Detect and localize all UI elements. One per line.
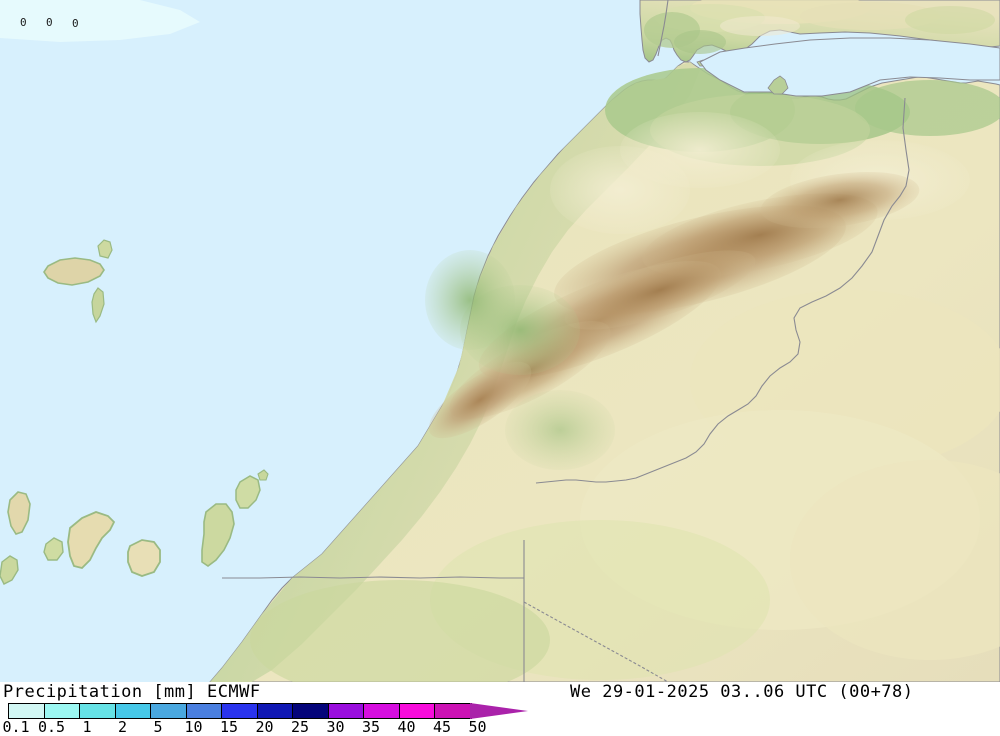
colorbar-cell-1-2[interactable] (80, 704, 116, 718)
colorbar-tick-25: 25 (290, 718, 310, 736)
colorbar-tick-15: 15 (219, 718, 239, 736)
colorbar-cell-10-15[interactable] (186, 704, 222, 718)
zero-marker-1: 0 (20, 16, 27, 29)
colorbar-cell-45-50[interactable] (435, 704, 471, 718)
colorbar-tick-20: 20 (255, 718, 274, 736)
colorbar-cell-25-30[interactable] (293, 704, 329, 718)
colorbar-tick-labels: 0.1 0.5 1 2 5 10 15 20 25 30 35 40 45 50 (0, 719, 540, 735)
terrain-map[interactable] (0, 0, 1000, 682)
colorbar-tick-2: 2 (117, 718, 128, 736)
colorbar-cell-15-20[interactable] (222, 704, 258, 718)
colorbar-overflow-arrow (470, 703, 528, 719)
colorbar-tick-5: 5 (153, 718, 163, 736)
colorbar-tick-50: 50 (468, 718, 487, 736)
colorbar-tick-10: 10 (184, 718, 203, 736)
precip-trace-patch (0, 0, 200, 42)
colorbar-tick-40: 40 (397, 718, 416, 736)
legend-title: Precipitation [mm] ECMWF (3, 682, 261, 702)
zero-marker-3: 0 (72, 17, 79, 30)
canary-islands (0, 469, 269, 585)
colorbar-tick-35: 35 (361, 718, 381, 736)
colorbar-cell-40-45[interactable] (399, 704, 435, 718)
colorbar-cell-35-40[interactable] (364, 704, 400, 718)
colorbar-tick-45: 45 (432, 718, 452, 736)
ceuta-headland (767, 75, 789, 95)
colorbar-cell-2-5[interactable] (115, 704, 151, 718)
colorbar-cell-0.1-0.5[interactable] (9, 704, 45, 718)
colorbar-tick-0.5: 0.5 (37, 718, 66, 736)
colorbar-cell-30-35[interactable] (328, 704, 364, 718)
national-borders (222, 0, 910, 682)
iberian-peninsula (639, 0, 1000, 63)
colorbar-cell-20-25[interactable] (257, 704, 293, 718)
colorbar[interactable]: 0.1 0.5 1 2 5 10 15 20 25 30 35 40 45 50 (0, 703, 540, 735)
legend-footer: Precipitation [mm] ECMWF We 29-01-2025 0… (0, 682, 1000, 735)
forecast-run-stamp: We 29-01-2025 03..06 UTC (00+78) (570, 682, 914, 702)
zero-marker-2: 0 (46, 16, 53, 29)
map-panel[interactable]: 0 0 0 (0, 0, 1000, 682)
colorbar-tick-1: 1 (82, 718, 92, 736)
madeira-islands (43, 239, 113, 324)
colorbar-tick-0.1: 0.1 (2, 718, 30, 736)
african-mainland (209, 61, 1000, 682)
colorbar-tick-30: 30 (326, 718, 345, 736)
colorbar-cell-5-10[interactable] (151, 704, 187, 718)
colorbar-cell-0.5-1[interactable] (44, 704, 80, 718)
colorbar-cells[interactable] (8, 703, 472, 719)
